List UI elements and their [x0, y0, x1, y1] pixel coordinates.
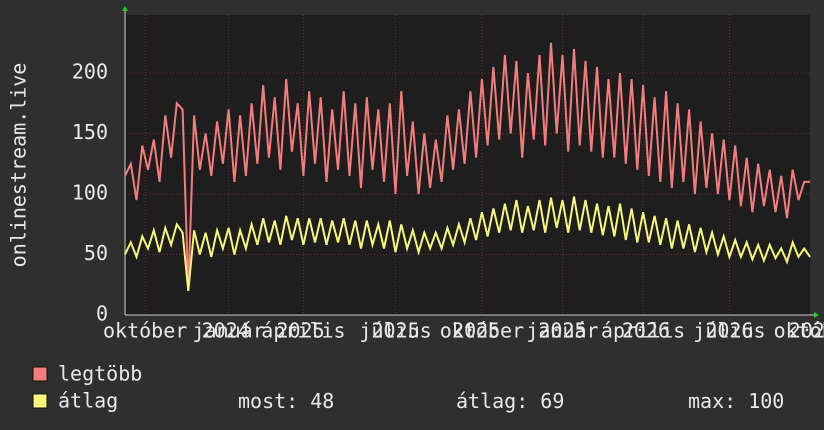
x-tick-label: október — [440, 319, 524, 343]
y-tick-label: 0 — [96, 302, 108, 326]
y-tick-label: 150 — [72, 120, 108, 144]
stat-label: most: — [238, 389, 298, 413]
x-tick-year-label: 2025 — [452, 319, 500, 343]
stat-label: átlag: — [456, 389, 528, 413]
series-line — [124, 42, 810, 291]
legend-swatch — [32, 393, 48, 409]
x-tick-year-label: 2025 — [538, 319, 586, 343]
x-tick-year-label: 2024 — [202, 319, 250, 343]
y-tick-label: 100 — [72, 181, 108, 205]
series-line — [124, 196, 811, 291]
legend-swatch — [32, 366, 48, 382]
x-tick-year-label: 2025 — [276, 319, 324, 343]
x-tick-year-label: 2026 — [789, 319, 824, 343]
legend-stat: átlag: 69 — [456, 389, 564, 413]
stat-label: max: — [688, 389, 736, 413]
x-tick-label: október — [774, 319, 824, 343]
legend-stat: most: 48 — [238, 389, 334, 413]
legend-stat: max: 100 — [688, 389, 784, 413]
x-tick-label: július — [693, 319, 765, 343]
y-tick-label: 200 — [72, 60, 108, 84]
x-tick-label: július — [359, 319, 431, 343]
stat-value: 48 — [310, 389, 334, 413]
stat-value: 100 — [748, 389, 784, 413]
x-tick-label: január — [192, 319, 264, 343]
x-tick-label: április — [261, 319, 345, 343]
legend-label: átlag — [58, 389, 118, 413]
x-tick-label: január — [526, 319, 598, 343]
x-tick-year-label: 2026 — [705, 319, 753, 343]
axis-arrow — [122, 6, 128, 11]
legend-label: legtöbb — [58, 362, 142, 386]
stat-value: 69 — [540, 389, 564, 413]
x-tick-year-label: 2026 — [622, 319, 670, 343]
x-tick-label: október — [103, 319, 187, 343]
x-tick-label: április — [601, 319, 685, 343]
axis-arrow — [814, 312, 819, 318]
x-tick-year-label: 2025 — [371, 319, 419, 343]
plot-area — [125, 15, 810, 315]
y-axis-label: onlinestream.live — [7, 63, 31, 268]
y-tick-label: 50 — [84, 241, 108, 265]
